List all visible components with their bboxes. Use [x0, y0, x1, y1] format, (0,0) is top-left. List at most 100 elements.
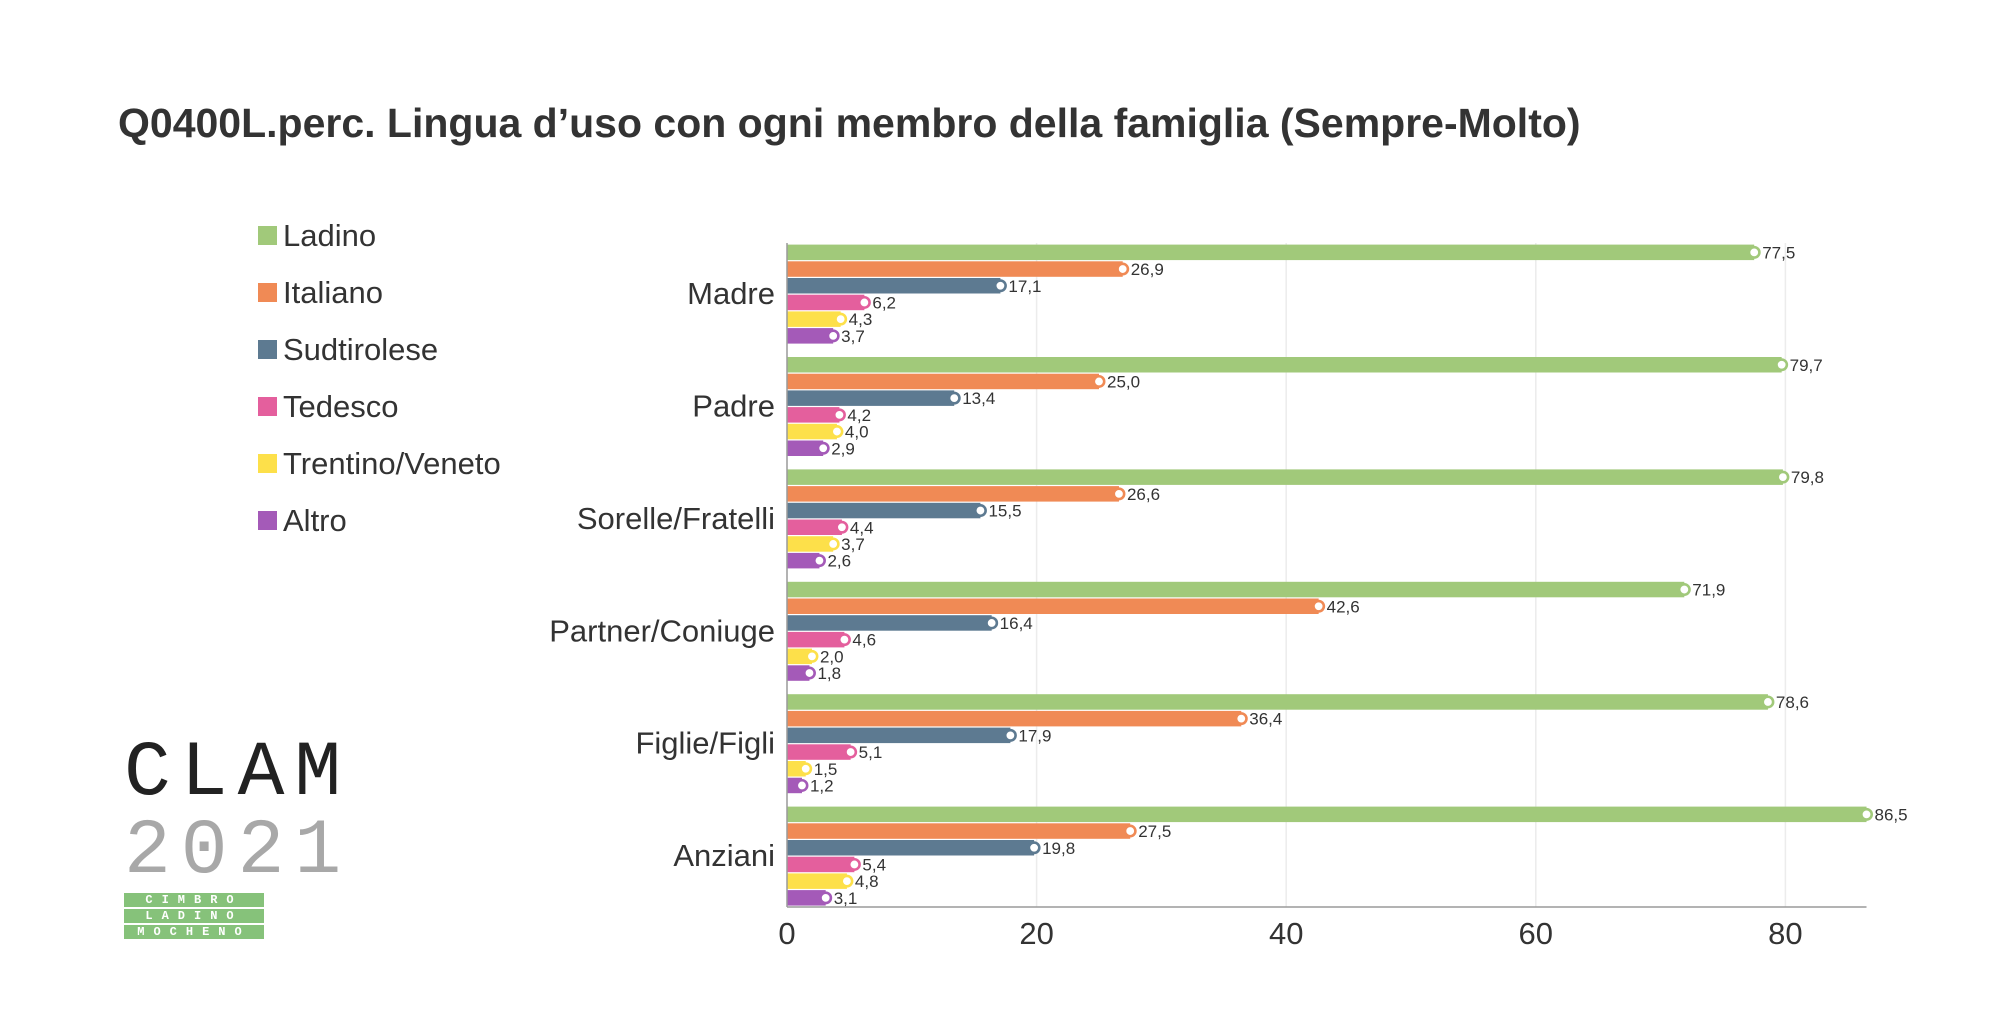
- bar-padre-ladino-marker: [1775, 358, 1789, 372]
- bar-madre-tedesco-value-label: 6,2: [872, 293, 896, 312]
- bar-sorelle-fratelli-italiano-value-label: 26,6: [1127, 485, 1160, 504]
- bar-anziani-sudtirolese: [787, 840, 1035, 856]
- bar-partner-coniuge-sudtirolese: [787, 615, 992, 631]
- bar-anziani-ladino-value-label: 86,5: [1875, 805, 1908, 824]
- bar-sorelle-fratelli-italiano: [787, 486, 1119, 502]
- logo-word: CLAM: [124, 730, 352, 818]
- bar-sorelle-fratelli-ladino: [787, 469, 1783, 485]
- legend-label-sudtirolese: Sudtirolese: [283, 331, 439, 367]
- category-label-sorelle-fratelli: Sorelle/Fratelli: [577, 501, 775, 536]
- legend-swatch-tedesco: [258, 397, 277, 416]
- bar-madre-sudtirolese-value-label: 17,1: [1008, 277, 1041, 296]
- bar-padre-ladino: [787, 357, 1782, 373]
- legend-item-ladino: Ladino: [258, 207, 501, 264]
- bar-padre-altro-value-label: 2,9: [831, 439, 855, 458]
- bar-sorelle-fratelli-altro-value-label: 2,6: [827, 552, 851, 571]
- bar-anziani-altro: [787, 890, 826, 906]
- bar-partner-coniuge-altro: [787, 665, 810, 681]
- bar-madre-italiano-value-label: 26,9: [1131, 260, 1164, 279]
- bar-figlie-figli-trentino-veneto-value-label: 1,5: [814, 760, 838, 779]
- legend-swatch-ladino: [258, 226, 277, 245]
- bar-partner-coniuge-altro-marker: [802, 666, 816, 680]
- legend-swatch-sudtirolese: [258, 340, 277, 359]
- bar-padre-sudtirolese: [787, 390, 955, 406]
- legend-swatch-trentino-veneto: [258, 454, 277, 473]
- bar-padre-tedesco-value-label: 4,2: [847, 406, 871, 425]
- clam-logo: CLAM 2021 CIMBRO LADINO MOCHENO: [124, 730, 352, 939]
- bar-anziani-tedesco: [787, 856, 855, 873]
- bar-madre-trentino-veneto-marker: [834, 312, 848, 326]
- bar-padre-tedesco-marker: [832, 408, 846, 422]
- legend-label-ladino: Ladino: [283, 217, 377, 253]
- bar-sorelle-fratelli-altro: [787, 552, 820, 569]
- bar-madre-ladino-value-label: 77,5: [1762, 243, 1795, 262]
- bar-madre-tedesco-marker: [857, 295, 871, 309]
- bar-anziani-sudtirolese-value-label: 19,8: [1042, 839, 1075, 858]
- legend-label-italiano: Italiano: [283, 274, 383, 310]
- bar-partner-coniuge-italiano-value-label: 42,6: [1327, 597, 1360, 616]
- bar-anziani-trentino-veneto: [787, 873, 847, 889]
- bar-padre-italiano-value-label: 25,0: [1107, 372, 1140, 391]
- x-tick-label-40: 40: [1269, 916, 1303, 951]
- bar-anziani-italiano-value-label: 27,5: [1138, 822, 1171, 841]
- bar-madre-sudtirolese-marker: [993, 279, 1007, 293]
- bar-madre-ladino: [787, 244, 1755, 261]
- x-tick-label-80: 80: [1768, 916, 1802, 951]
- bar-partner-coniuge-trentino-veneto-value-label: 2,0: [820, 647, 844, 666]
- bar-padre-tedesco: [787, 407, 840, 423]
- bar-padre-italiano-marker: [1092, 374, 1106, 388]
- chart-title: Q0400L.perc. Lingua d’uso con ogni membr…: [118, 100, 1581, 146]
- legend-item-trentino-veneto: Trentino/Veneto: [258, 435, 501, 492]
- bar-partner-coniuge-ladino-value-label: 71,9: [1692, 581, 1725, 600]
- bar-anziani-tedesco-value-label: 5,4: [862, 855, 886, 874]
- bar-sorelle-fratelli-italiano-marker: [1112, 487, 1126, 501]
- bar-partner-coniuge-trentino-veneto-marker: [805, 649, 819, 663]
- bar-figlie-figli-italiano-marker: [1234, 712, 1248, 726]
- bar-padre-trentino-veneto-marker: [830, 425, 844, 439]
- bar-partner-coniuge-italiano-marker: [1312, 599, 1326, 613]
- bar-madre-trentino-veneto: [787, 311, 841, 327]
- bar-figlie-figli-ladino: [787, 694, 1768, 710]
- legend-item-altro: Altro: [258, 492, 501, 549]
- bar-figlie-figli-italiano-value-label: 36,4: [1249, 710, 1282, 729]
- bar-sorelle-fratelli-tedesco: [787, 519, 842, 535]
- chart-legend: Ladino Italiano Sudtirolese Tedesco Trentino…: [258, 207, 501, 549]
- bar-partner-coniuge-tedesco-marker: [837, 633, 851, 647]
- bar-partner-coniuge-altro-value-label: 1,8: [817, 664, 841, 683]
- bar-madre-trentino-veneto-value-label: 4,3: [849, 310, 873, 329]
- bar-figlie-figli-sudtirolese: [787, 727, 1011, 744]
- bar-sorelle-fratelli-sudtirolese-marker: [973, 504, 987, 518]
- category-label-madre: Madre: [687, 276, 775, 311]
- bar-anziani-ladino: [787, 806, 1867, 823]
- bar-figlie-figli-trentino-veneto-marker: [799, 762, 813, 776]
- bar-padre-ladino-value-label: 79,7: [1790, 356, 1823, 375]
- bar-sorelle-fratelli-tedesco-value-label: 4,4: [850, 518, 874, 537]
- bar-sorelle-fratelli-ladino-value-label: 79,8: [1791, 468, 1824, 487]
- bar-madre-tedesco: [787, 294, 865, 311]
- category-label-figlie-figli: Figlie/Figli: [635, 726, 775, 761]
- bar-padre-italiano: [787, 373, 1099, 390]
- legend-swatch-italiano: [258, 283, 277, 302]
- bar-figlie-figli-sudtirolese-value-label: 17,9: [1018, 726, 1051, 745]
- logo-band-mocheno: MOCHENO: [124, 925, 264, 939]
- bar-anziani-italiano-marker: [1123, 824, 1137, 838]
- bar-figlie-figli-ladino-value-label: 78,6: [1776, 693, 1809, 712]
- bar-padre-trentino-veneto-value-label: 4,0: [845, 423, 869, 442]
- legend-swatch-altro: [258, 511, 277, 530]
- category-label-anziani: Anziani: [673, 838, 775, 873]
- bar-partner-coniuge-sudtirolese-marker: [985, 616, 999, 630]
- bar-partner-coniuge-tedesco: [787, 631, 845, 648]
- bar-anziani-trentino-veneto-marker: [840, 874, 854, 888]
- bar-partner-coniuge-trentino-veneto: [787, 648, 812, 665]
- bar-madre-sudtirolese: [787, 278, 1001, 294]
- bar-anziani-sudtirolese-marker: [1027, 841, 1041, 855]
- x-tick-label-20: 20: [1019, 916, 1053, 951]
- legend-label-altro: Altro: [283, 502, 347, 538]
- legend-item-tedesco: Tedesco: [258, 378, 501, 435]
- logo-band-ladino: LADINO: [124, 909, 264, 923]
- bar-figlie-figli-italiano: [787, 710, 1242, 727]
- legend-label-tedesco: Tedesco: [283, 388, 399, 424]
- legend-item-sudtirolese: Sudtirolese: [258, 321, 501, 378]
- bar-partner-coniuge-tedesco-value-label: 4,6: [852, 631, 876, 650]
